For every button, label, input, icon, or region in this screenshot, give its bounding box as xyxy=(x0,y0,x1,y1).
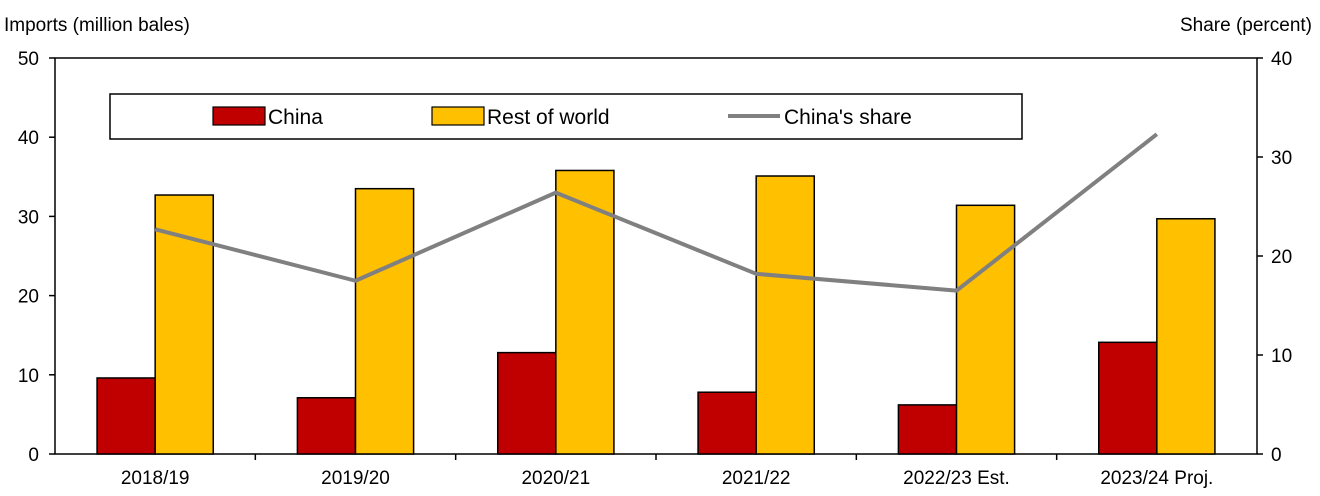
right-tick-label: 40 xyxy=(1271,49,1292,70)
bar-china xyxy=(496,351,557,455)
bar-china xyxy=(1097,341,1158,455)
x-tick-label: 2018/19 xyxy=(121,468,190,489)
line-china-share xyxy=(154,132,1159,293)
left-tick-label: 30 xyxy=(18,207,39,228)
bar-china xyxy=(296,397,357,455)
left-axis: 0 10 20 30 40 50 xyxy=(18,49,55,466)
bar-china xyxy=(897,404,958,455)
legend-swatch-china xyxy=(212,106,266,126)
left-tick-label: 20 xyxy=(18,287,39,308)
x-tick-label: 2021/22 xyxy=(722,468,791,489)
bar-rest-of-world xyxy=(1156,218,1216,455)
legend-label-china: China xyxy=(268,106,323,129)
right-tick-label: 30 xyxy=(1271,148,1292,169)
bar-rest-of-world xyxy=(154,194,215,455)
share-line-layer xyxy=(154,132,1159,293)
x-tick-label: 2023/24 Proj. xyxy=(1100,468,1213,489)
right-tick-label: 0 xyxy=(1271,445,1282,466)
legend: China Rest of world China's share xyxy=(109,93,1023,140)
left-tick-label: 0 xyxy=(28,445,39,466)
right-axis: 0 10 20 30 40 xyxy=(1257,49,1292,466)
legend-swatch-rest-of-world xyxy=(431,106,485,126)
left-tick-label: 40 xyxy=(18,128,39,149)
bars-layer xyxy=(96,169,1216,455)
bar-china xyxy=(96,377,156,455)
x-axis: 2018/19 2019/20 2020/21 2021/22 2022/23 Est.… xyxy=(121,454,1213,489)
legend-label-china-share: China's share xyxy=(784,106,912,129)
bar-rest-of-world xyxy=(354,187,415,455)
x-tick-label: 2022/23 Est. xyxy=(903,468,1010,489)
left-tick-label: 50 xyxy=(18,49,39,70)
bar-rest-of-world xyxy=(955,204,1016,455)
x-tick-label: 2020/21 xyxy=(521,468,590,489)
bar-rest-of-world xyxy=(555,169,615,455)
right-axis-title: Share (percent) xyxy=(1180,15,1312,36)
left-axis-title: Imports (million bales) xyxy=(4,15,190,36)
left-tick-label: 10 xyxy=(18,366,39,387)
right-tick-label: 10 xyxy=(1271,346,1292,367)
x-tick-label: 2019/20 xyxy=(321,468,390,489)
right-tick-label: 20 xyxy=(1271,247,1292,268)
bar-rest-of-world xyxy=(755,175,816,455)
legend-label-rest-of-world: Rest of world xyxy=(487,106,610,129)
bar-china xyxy=(697,391,757,455)
